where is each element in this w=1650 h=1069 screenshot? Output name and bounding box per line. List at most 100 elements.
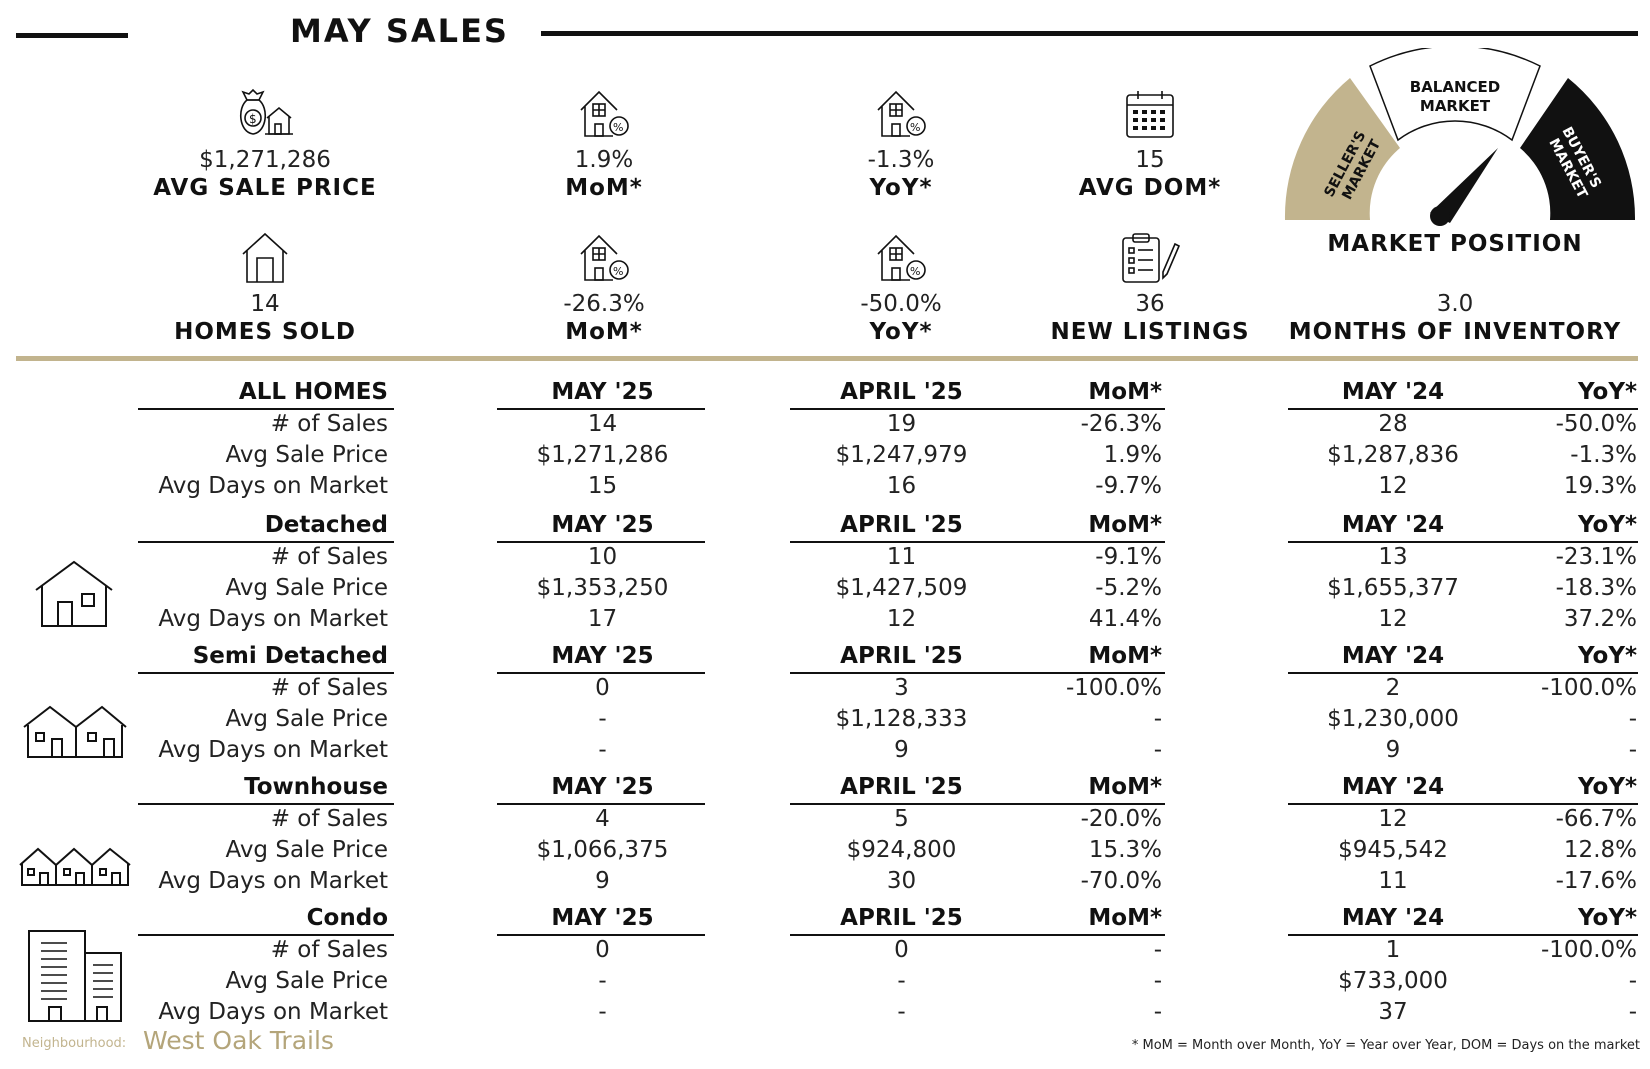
table-cell: -18.3% [1555, 575, 1637, 601]
table-cell: $1,066,375 [536, 837, 669, 863]
column-header: MAY '24 [1341, 512, 1445, 538]
column-header: YoY* [1577, 512, 1637, 538]
table-cell: - [1628, 737, 1637, 763]
header-underline [1288, 408, 1638, 410]
row-label: Avg Sale Price [225, 837, 388, 863]
table-cell: -20.0% [1080, 806, 1162, 832]
stat-new-listings: 36 NEW LISTINGS [1030, 232, 1270, 346]
table-cell: -66.7% [1555, 806, 1637, 832]
header-underline [138, 541, 394, 543]
table-cell: $1,128,333 [835, 706, 968, 732]
section-title: Condo [306, 905, 388, 931]
house-icon [242, 232, 288, 283]
column-header: MAY '25 [551, 643, 654, 669]
table-cell: 0 [894, 937, 909, 963]
header-underline [790, 934, 1165, 936]
svg-text:%: % [613, 265, 623, 278]
header-underline [1288, 541, 1638, 543]
table-cell: 37.2% [1563, 606, 1637, 632]
table-cell: 9 [1385, 737, 1401, 763]
stat-avg-dom: 15 AVG DOM* [1030, 88, 1270, 202]
header-underline [1288, 672, 1638, 674]
table-cell: 15 [587, 473, 618, 499]
table-cell: 12 [1378, 606, 1408, 632]
header-underline [497, 408, 705, 410]
table-cell: - [1153, 968, 1162, 994]
semi-detached-house-icon [23, 705, 127, 758]
column-header: YoY* [1577, 905, 1637, 931]
table-cell: -70.0% [1080, 868, 1162, 894]
table-cell: 19.3% [1563, 473, 1637, 499]
table-cell: 2 [1385, 675, 1401, 701]
gauge-needle [1430, 148, 1498, 223]
table-cell: -5.2% [1095, 575, 1162, 601]
row-label: Avg Days on Market [158, 473, 388, 499]
table-cell: -100.0% [1541, 675, 1637, 701]
table-cell: $1,353,250 [536, 575, 669, 601]
stat-label: HOMES SOLD [174, 319, 356, 345]
header-underline [497, 541, 705, 543]
stat-label: NEW LISTINGS [1050, 319, 1250, 345]
table-cell: - [1153, 937, 1162, 963]
title-rule-right [541, 31, 1638, 36]
stat-value: -50.0% [860, 291, 942, 317]
table-cell: 13 [1378, 544, 1408, 570]
stat-value: -26.3% [563, 291, 645, 317]
stat-homes-sold: 14 HOMES SOLD [145, 232, 385, 346]
table-cell: -1.3% [1570, 442, 1637, 468]
balanced-label: BALANCED MARKET [1410, 78, 1500, 115]
table-cell: -100.0% [1541, 937, 1637, 963]
table-cell: $1,230,000 [1327, 706, 1459, 732]
column-header: MoM* [1088, 643, 1162, 669]
table-cell: 1 [1385, 937, 1401, 963]
table-cell: - [1153, 706, 1162, 732]
column-header: MAY '25 [551, 379, 654, 405]
row-label: Avg Days on Market [158, 737, 388, 763]
stat-price-yoy: % -1.3% YoY* [781, 88, 1021, 202]
section-title: ALL HOMES [238, 379, 388, 405]
header-underline [1288, 934, 1638, 936]
table-cell: -9.1% [1095, 544, 1162, 570]
table-cell: 3 [894, 675, 909, 701]
gauge-title: MARKET POSITION [1327, 231, 1583, 257]
table-cell: 14 [587, 411, 618, 437]
section-title: Townhouse [244, 774, 388, 800]
table-cell: -26.3% [1080, 411, 1162, 437]
table-cell: 17 [587, 606, 618, 632]
stat-sales-mom: % -26.3% MoM* [484, 232, 724, 346]
column-header: APRIL '25 [840, 643, 963, 669]
house-percent-icon: % [580, 90, 629, 137]
table-cell: 4 [595, 806, 610, 832]
table-cell: - [598, 968, 607, 994]
table-cell: - [1153, 999, 1162, 1025]
table-cell: 0 [595, 675, 610, 701]
stat-label: AVG DOM* [1078, 175, 1222, 201]
gauge-dial: SELLER'SMARKET BALANCED MARKET BUYER'SMAR… [1284, 45, 1636, 226]
header-underline [790, 803, 1165, 805]
column-header: MAY '24 [1341, 774, 1445, 800]
neighbourhood-name: West Oak Trails [143, 1026, 334, 1055]
table-cell: - [598, 706, 607, 732]
table-cell: -50.0% [1555, 411, 1637, 437]
row-label: # of Sales [270, 675, 388, 701]
title-rule-left [16, 33, 128, 38]
table-cell: $924,800 [846, 837, 957, 863]
column-header: APRIL '25 [840, 774, 963, 800]
table-cell: 11 [886, 544, 917, 570]
sellers-segment [1284, 78, 1400, 220]
market-position-title: MARKET POSITION [1265, 230, 1645, 258]
stat-price-mom: % 1.9% MoM* [484, 88, 724, 202]
stat-label: MoM* [565, 175, 643, 201]
table-cell: -9.7% [1095, 473, 1162, 499]
stat-months-inventory: 3.0 MONTHS OF INVENTORY [1265, 290, 1645, 346]
column-header: APRIL '25 [840, 379, 963, 405]
svg-text:$: $ [249, 112, 257, 126]
table-cell: -100.0% [1066, 675, 1162, 701]
table-cell: 30 [886, 868, 917, 894]
table-cell: $1,271,286 [536, 442, 669, 468]
row-label: # of Sales [270, 806, 388, 832]
row-label: Avg Days on Market [158, 868, 388, 894]
column-header: APRIL '25 [840, 512, 963, 538]
stat-value: -1.3% [867, 147, 935, 173]
stat-label: YoY* [869, 319, 933, 345]
